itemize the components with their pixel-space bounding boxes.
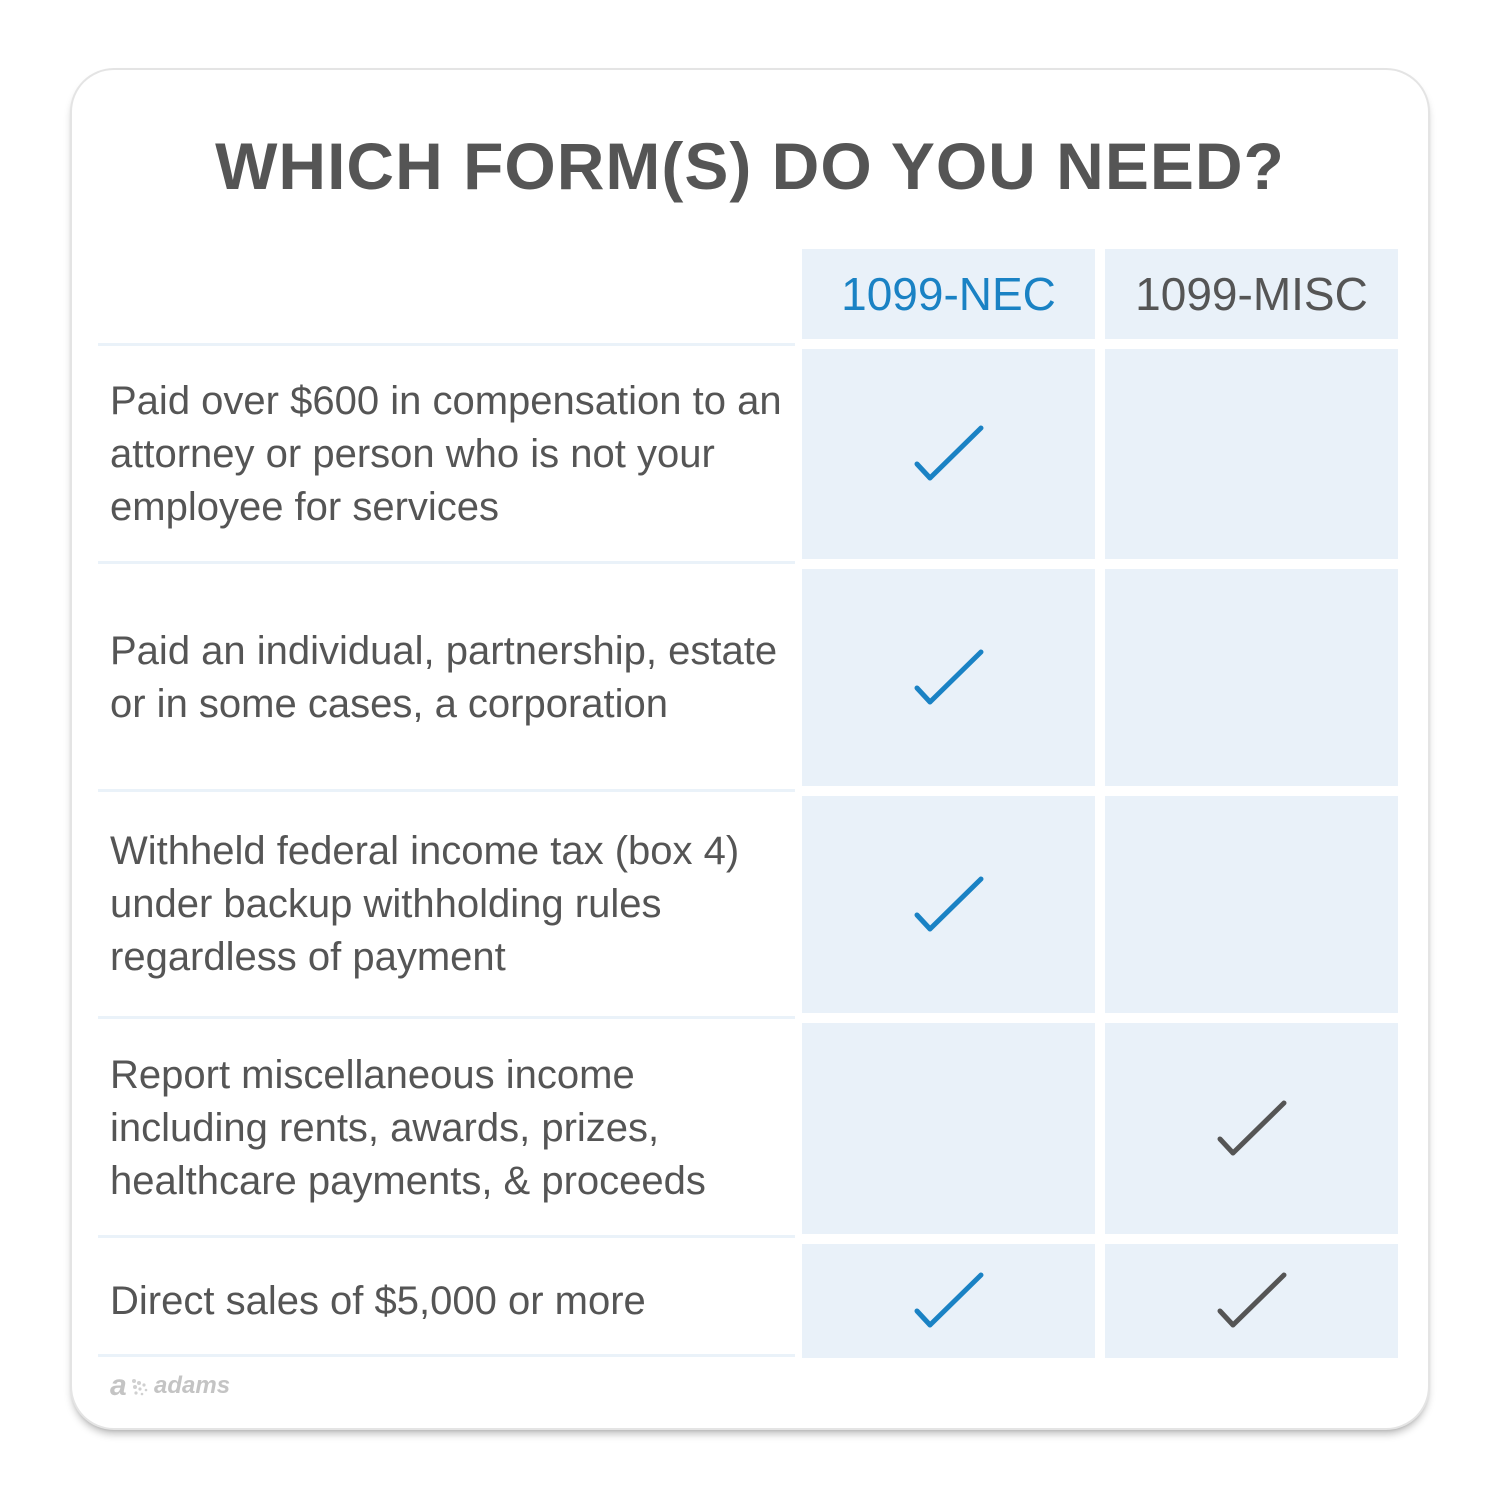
row-divider (98, 343, 795, 346)
column-header-nec: 1099-NEC (802, 249, 1095, 339)
checkmark-icon (914, 876, 983, 931)
row-label: Paid over $600 in compensation to an att… (110, 349, 790, 559)
cell-misc (1105, 1023, 1398, 1234)
row-label-text: Withheld federal income tax (box 4) unde… (110, 829, 740, 979)
logo-text: adams (154, 1372, 231, 1399)
cell-misc (1105, 796, 1398, 1013)
row-label: Paid an individual, partnership, estate … (110, 569, 790, 786)
row-label: Report miscellaneous income including re… (110, 1023, 790, 1234)
cell-nec (802, 1023, 1095, 1234)
row-label-text: Direct sales of $5,000 or more (110, 1278, 646, 1323)
page-title: WHICH FORM(S) DO YOU NEED? (215, 129, 1285, 203)
svg-text:a: a (110, 1373, 127, 1399)
row-label-text: Paid over $600 in compensation to an att… (110, 378, 782, 529)
column-header-misc: 1099-MISC (1105, 249, 1398, 339)
cell-misc (1105, 569, 1398, 786)
cell-nec (802, 349, 1095, 559)
row-label-text: Report miscellaneous income including re… (110, 1053, 706, 1203)
checkmark-icon (914, 425, 983, 481)
cell-nec (802, 796, 1095, 1013)
row-divider (98, 789, 795, 792)
checkmark-icon (914, 649, 983, 704)
row-label-text: Paid an individual, partnership, estate … (110, 628, 778, 726)
row-divider (98, 1235, 795, 1238)
row-divider (98, 561, 795, 564)
row-divider (98, 1016, 795, 1019)
row-label: Direct sales of $5,000 or more (110, 1244, 790, 1358)
adams-logo-icon: a (110, 1373, 148, 1399)
cell-nec (802, 569, 1095, 786)
cell-nec (802, 1244, 1095, 1358)
cell-misc (1105, 349, 1398, 559)
checkmark-icon (914, 1272, 983, 1328)
row-label: Withheld federal income tax (box 4) unde… (110, 796, 790, 1013)
row-divider (98, 1354, 795, 1357)
cell-misc (1105, 1244, 1398, 1358)
checkmark-icon (1217, 1272, 1286, 1328)
adams-logo: a adams (110, 1372, 230, 1400)
checkmark-icon (1217, 1100, 1286, 1155)
